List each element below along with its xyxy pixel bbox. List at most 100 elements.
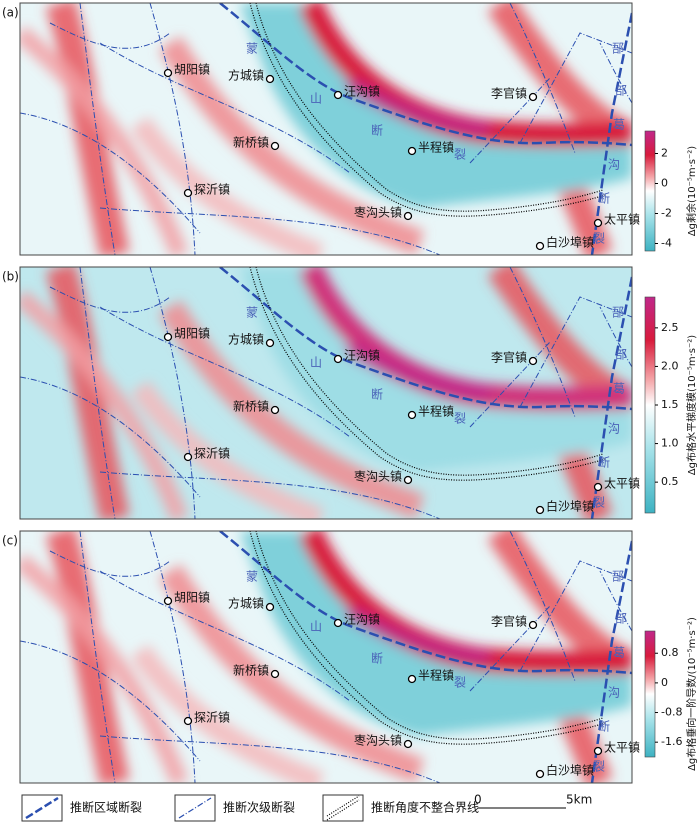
- anomaly: [20, 554, 189, 783]
- colorbar-tick-label: 2: [661, 147, 668, 160]
- scale-end: 5km: [566, 793, 592, 807]
- faults: [20, 267, 632, 519]
- town-label: 白沙埠镇: [546, 499, 594, 514]
- anomaly-field: [20, 531, 632, 783]
- panel-frame: [19, 530, 633, 784]
- town-label: 太平镇: [604, 476, 640, 491]
- town-label: 汪沟镇: [344, 349, 380, 363]
- town-marker: [333, 618, 343, 628]
- town-label: 白沙埠镇: [546, 235, 594, 250]
- regional-fault: [590, 540, 632, 783]
- regional-fault: [219, 267, 632, 411]
- colorbar-tick-label: -2: [661, 207, 672, 220]
- town-marker: [407, 146, 417, 156]
- legend: 推断区域断裂 推断次级断裂 推断角度不整合界线 0 5km: [21, 793, 592, 822]
- regional-fault: [219, 531, 632, 675]
- fault-label: 葛: [613, 646, 625, 660]
- colorbar-tick-label: 1.0: [661, 437, 679, 450]
- secondary-fault: [20, 640, 201, 762]
- anomaly: [158, 564, 425, 783]
- fault-label: 郚: [612, 570, 624, 584]
- secondary-fault: [599, 42, 632, 104]
- legend-box: [322, 794, 364, 822]
- town-marker: [593, 746, 603, 756]
- secondary-fault: [469, 605, 551, 692]
- fault-label: 山: [310, 620, 322, 634]
- town-label: 胡阳镇: [174, 63, 210, 77]
- town-marker: [403, 211, 413, 221]
- secondary-fault: [509, 267, 576, 418]
- fault-label: 裂: [593, 760, 605, 774]
- secondary-fault: [99, 207, 441, 255]
- colorbar-tick-label: 2.5: [661, 321, 679, 334]
- anomaly-field: [20, 3, 632, 255]
- secondary-fault: [99, 735, 441, 783]
- colorbar-tick-label: 0: [661, 177, 668, 190]
- fault-label: 裂: [454, 148, 466, 162]
- town-label: 半程镇: [418, 668, 454, 683]
- town-marker: [270, 405, 280, 415]
- fault-label: 葛: [613, 382, 625, 396]
- colorbar: [644, 296, 656, 514]
- secondary-fault: [99, 42, 351, 174]
- panel-frame: [19, 266, 633, 520]
- secondary-fault: [509, 3, 576, 154]
- unconformity: [255, 531, 604, 740]
- town-marker: [403, 475, 413, 485]
- faults: [20, 531, 632, 783]
- fault-label: 断: [371, 123, 383, 138]
- unconformity: [249, 3, 606, 217]
- town-marker: [403, 739, 413, 749]
- fault-label: 葛: [613, 118, 625, 132]
- unconformity: [249, 267, 606, 481]
- secondary-fault: [79, 3, 116, 255]
- town-label: 汪沟镇: [344, 613, 380, 627]
- town-label: 半程镇: [418, 404, 454, 419]
- secondary-fault: [519, 296, 632, 408]
- colorbar-tick-label: 0: [661, 676, 668, 689]
- town-marker: [528, 356, 538, 366]
- colorbar: [644, 630, 656, 758]
- anomaly: [346, 604, 491, 666]
- town-label: 太平镇: [604, 212, 640, 227]
- secondary-fault: [519, 560, 632, 672]
- fault-label: 断: [598, 719, 610, 734]
- town-marker: [333, 90, 343, 100]
- secondary-fault: [99, 471, 441, 519]
- fault-label: 山: [310, 356, 322, 370]
- secondary-fault: [49, 286, 171, 313]
- fault-label: 山: [310, 92, 322, 106]
- fault-label: 郚: [612, 306, 624, 320]
- panel-label: (a): [2, 6, 19, 20]
- town-label: 汪沟镇: [344, 85, 380, 99]
- secondary-fault: [49, 22, 171, 49]
- anomaly: [130, 380, 325, 519]
- fault-label: 断: [598, 191, 610, 206]
- anomaly: [158, 300, 425, 519]
- faults: [20, 3, 632, 255]
- fault-label: 部: [615, 83, 627, 98]
- town-label: 方城镇: [228, 68, 264, 83]
- secondary-fault: [599, 570, 632, 632]
- colorbar-tick-label: 0.5: [661, 475, 679, 488]
- anomaly: [130, 116, 325, 255]
- fault-label: 断: [371, 651, 383, 666]
- secondary-fault: [519, 32, 632, 144]
- secondary-fault: [469, 77, 551, 164]
- map-image: [20, 531, 632, 783]
- anomaly: [346, 76, 491, 138]
- town-marker: [265, 338, 275, 348]
- town-label: 太平镇: [604, 740, 640, 755]
- secondary-fault: [20, 112, 201, 234]
- town-label: 枣沟头镇: [354, 734, 402, 748]
- town-label: 胡阳镇: [174, 327, 210, 341]
- fault-label: 裂: [454, 676, 466, 690]
- town-marker: [183, 716, 193, 726]
- anomaly: [20, 290, 189, 519]
- secondary-fault: [99, 570, 351, 702]
- town-marker: [535, 505, 545, 515]
- town-marker: [593, 218, 603, 228]
- colorbar-tick-label: -0.8: [661, 706, 682, 719]
- regional-fault: [219, 3, 632, 147]
